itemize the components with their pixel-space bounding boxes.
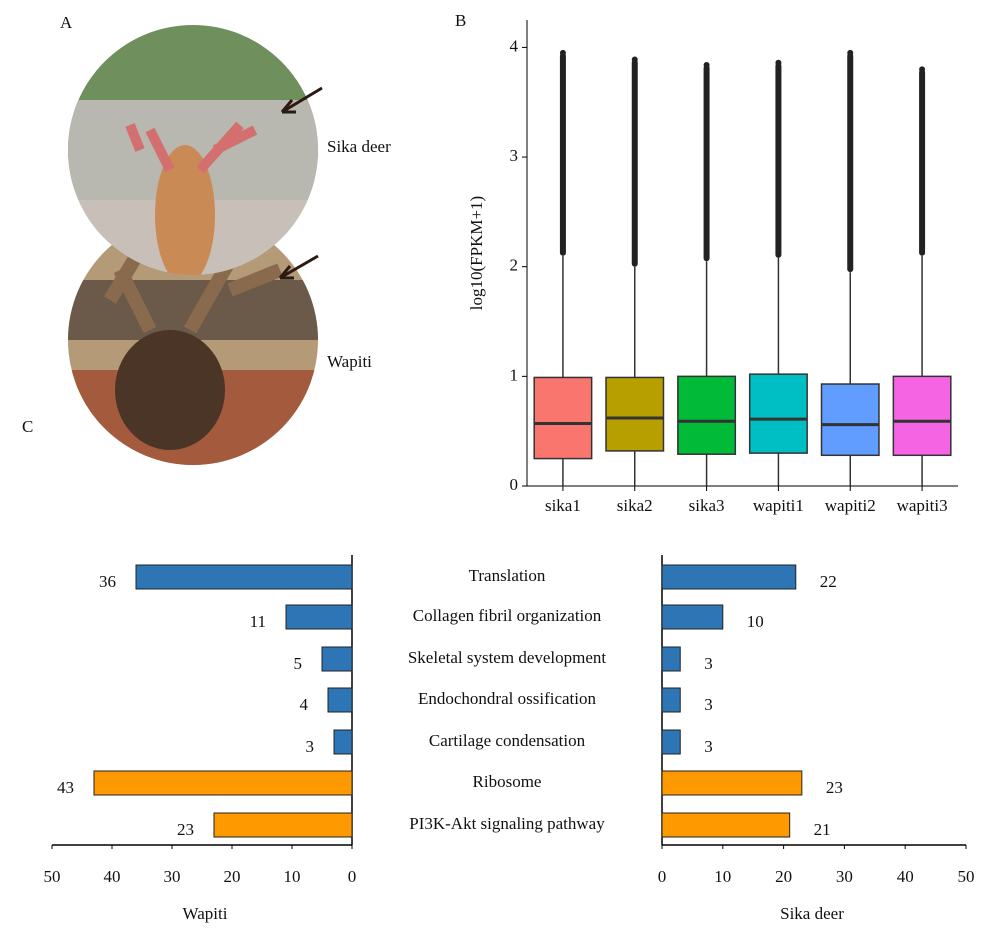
bar — [94, 771, 352, 795]
box — [606, 377, 663, 450]
photo-label: Sika deer — [327, 137, 391, 156]
panel-label: A — [60, 13, 73, 32]
x-tick-label: 50 — [958, 867, 975, 886]
bar — [662, 730, 680, 754]
bar-value-label: 11 — [250, 612, 266, 631]
outlier-max — [704, 62, 710, 68]
outlier-max — [919, 66, 925, 72]
x-tick-label: 10 — [714, 867, 731, 886]
outlier-max — [560, 50, 566, 56]
x-tick-label: wapiti2 — [825, 496, 876, 515]
box — [678, 376, 735, 454]
outliers — [704, 65, 710, 261]
bar — [662, 647, 680, 671]
x-tick-label: wapiti1 — [753, 496, 804, 515]
y-tick-label: 1 — [510, 365, 519, 384]
bar-value-label: 3 — [704, 654, 713, 673]
bar — [214, 813, 352, 837]
category-label: Cartilage condensation — [429, 731, 586, 750]
x-tick-label: 30 — [836, 867, 853, 886]
x-tick-label: wapiti3 — [897, 496, 948, 515]
y-tick-label: 0 — [510, 475, 519, 494]
bar — [662, 565, 796, 589]
bar-value-label: 22 — [820, 572, 837, 591]
panel-label: C — [22, 417, 33, 436]
category-label: Ribosome — [473, 772, 542, 791]
bar-value-label: 10 — [747, 612, 764, 631]
y-tick-label: 4 — [510, 36, 519, 55]
category-label: Translation — [469, 566, 546, 585]
box — [822, 384, 879, 455]
y-tick-label: 2 — [510, 256, 519, 275]
box — [893, 376, 950, 455]
bar — [662, 771, 802, 795]
x-tick-label: 50 — [44, 867, 61, 886]
outlier-max — [775, 60, 781, 66]
box — [750, 374, 807, 453]
bar-value-label: 43 — [57, 778, 74, 797]
bar — [662, 605, 723, 629]
outlier-max — [847, 50, 853, 56]
outliers — [632, 59, 638, 266]
bar — [136, 565, 352, 589]
bar-value-label: 21 — [814, 820, 831, 839]
bar-value-label: 23 — [826, 778, 843, 797]
x-tick-label: 0 — [348, 867, 357, 886]
y-tick-label: 3 — [510, 146, 519, 165]
outliers — [775, 63, 781, 258]
bar — [286, 605, 352, 629]
x-tick-label: 20 — [224, 867, 241, 886]
x-tick-label: 40 — [104, 867, 121, 886]
bar-value-label: 3 — [704, 737, 713, 756]
x-tick-label: sika3 — [689, 496, 725, 515]
x-axis-label: Wapiti — [183, 904, 228, 923]
x-axis-label: Sika deer — [780, 904, 844, 923]
category-label: Collagen fibril organization — [413, 606, 602, 625]
box — [534, 377, 591, 458]
y-axis-label: log10(FPKM+1) — [467, 196, 486, 310]
bar — [322, 647, 352, 671]
x-tick-label: 30 — [164, 867, 181, 886]
x-tick-label: 10 — [284, 867, 301, 886]
category-label: Skeletal system development — [408, 648, 607, 667]
bar — [334, 730, 352, 754]
figure: A B C Sika deer Wapiti log10(FPKM+1)0123… — [0, 0, 986, 929]
x-tick-label: sika2 — [617, 496, 653, 515]
outliers — [919, 69, 925, 255]
x-tick-label: 20 — [775, 867, 792, 886]
bar-value-label: 4 — [300, 695, 309, 714]
panel-label: B — [455, 11, 466, 30]
bar-value-label: 23 — [177, 820, 194, 839]
x-tick-label: 0 — [658, 867, 667, 886]
category-label: Endochondral ossification — [418, 689, 596, 708]
bar-value-label: 3 — [704, 695, 713, 714]
outliers — [847, 53, 853, 272]
outliers — [560, 53, 566, 256]
category-label: PI3K-Akt signaling pathway — [409, 814, 605, 833]
bar-value-label: 3 — [306, 737, 315, 756]
x-tick-label: sika1 — [545, 496, 581, 515]
x-tick-label: 40 — [897, 867, 914, 886]
outlier-max — [632, 56, 638, 62]
bar — [662, 813, 790, 837]
sika-deer-photo — [60, 20, 330, 285]
photo-label: Wapiti — [327, 352, 372, 371]
bar-value-label: 36 — [99, 572, 116, 591]
bar — [328, 688, 352, 712]
bar — [662, 688, 680, 712]
bar-value-label: 5 — [294, 654, 303, 673]
